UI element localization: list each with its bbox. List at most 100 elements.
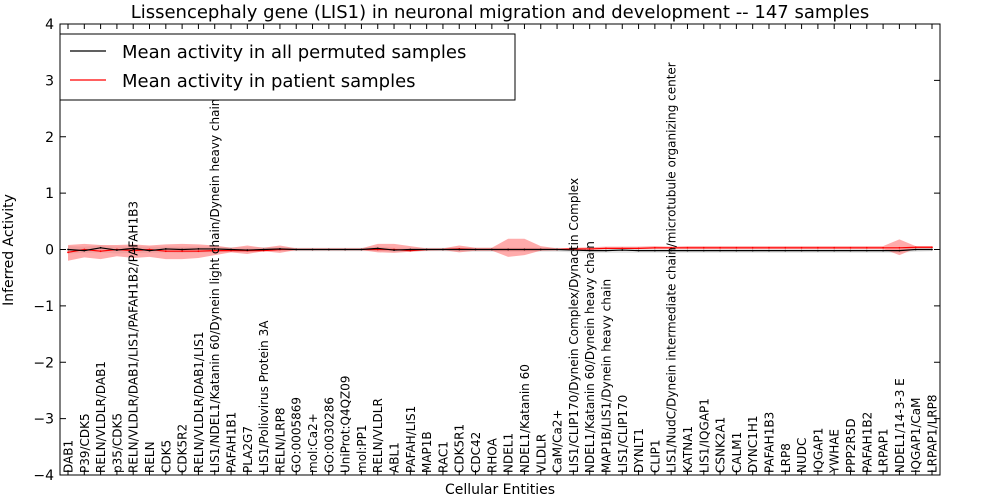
permuted-mean-point — [360, 248, 363, 251]
permuted-mean-point — [246, 249, 249, 251]
x-tick-label: MAP1B — [420, 431, 434, 473]
x-tick-label: RELN/VLDLR/DAB1 — [94, 361, 108, 473]
permuted-mean-point — [116, 249, 118, 251]
x-tick-label: GO:0030286 — [322, 397, 336, 473]
permuted-mean-point — [83, 249, 86, 252]
x-tick-label: RELN/LRP8 — [273, 407, 287, 473]
x-tick-label: P39/CDK5 — [78, 413, 92, 473]
permuted-mean-point — [230, 248, 232, 251]
patient-mean-point — [768, 246, 770, 249]
patient-mean-point — [213, 249, 216, 252]
x-tick-label: LRPAP1/LRP8 — [926, 394, 940, 473]
patient-mean-point — [751, 246, 754, 249]
patient-mean-point — [686, 246, 689, 249]
y-axis: −4 −3 −2 −1 0 1 2 3 4 — [33, 17, 940, 484]
x-tick-label: CALM1 — [730, 432, 744, 473]
patient-mean-point — [181, 250, 184, 253]
x-tick-label: CDK5R2 — [176, 424, 190, 473]
patient-mean-point — [605, 247, 607, 250]
patient-mean-point — [164, 250, 167, 253]
permuted-mean-point — [523, 248, 526, 251]
patient-mean-point — [197, 250, 200, 253]
x-tick-label: NDEL1/14-3-3 E — [893, 378, 907, 473]
permuted-mean-point — [442, 248, 444, 251]
permuted-mean-point — [572, 249, 575, 251]
permuted-mean-point — [898, 249, 901, 252]
patient-mean-point — [719, 246, 721, 249]
permuted-mean-point — [425, 248, 428, 251]
x-tick-label: mol:PP1 — [355, 424, 369, 473]
x-tick-label: ABL1 — [388, 442, 402, 473]
legend-label-patient: Mean activity in patient samples — [122, 71, 416, 92]
patient-mean-point — [833, 246, 836, 249]
permuted-mean-point — [882, 249, 884, 252]
x-tick-label: GO:0005869 — [290, 397, 304, 473]
permuted-mean-point — [816, 249, 819, 252]
x-tick-label: RELN/VLDLR/DAB1/LIS1 — [192, 332, 206, 473]
permuted-mean-point — [99, 246, 102, 249]
permuted-mean-point — [295, 248, 298, 251]
permuted-mean-point — [311, 248, 314, 251]
series-lines — [67, 246, 933, 254]
x-tick-label: RELN/VLDLR/DAB1/LIS1/PAFAH1B2/PAFAH1B3 — [127, 201, 141, 473]
y-tick-label: −4 — [33, 468, 54, 484]
permuted-mean-line — [67, 247, 932, 252]
permuted-mean-point — [393, 249, 395, 251]
x-tick-label: PLA2G7 — [241, 426, 255, 473]
x-tick-label: LRP8 — [779, 443, 793, 473]
x-tick-label: NDEL1/Katanin 60/Dynein heavy chain — [583, 241, 597, 473]
permuted-mean-point — [490, 248, 493, 251]
permuted-mean-point — [132, 247, 135, 250]
patient-mean-point — [800, 246, 803, 249]
patient-mean-point — [735, 246, 738, 249]
permuted-mean-point — [507, 248, 510, 251]
x-tick-label: p35/CDK5 — [110, 413, 124, 473]
x-tick-label: RAC1 — [436, 441, 450, 473]
x-tick-label: CaM/Ca2+ — [551, 409, 565, 473]
permuted-mean-point — [474, 248, 477, 251]
y-tick-label: 0 — [45, 243, 54, 259]
x-tick-label: LRPAP1 — [877, 428, 891, 473]
y-tick-label: 1 — [45, 186, 54, 202]
patient-mean-point — [914, 246, 917, 249]
legend-box — [59, 33, 516, 101]
x-tick-label: PAFAH/LIS1 — [404, 406, 418, 473]
patient-mean-point — [637, 247, 640, 250]
permuted-mean-point — [556, 248, 558, 251]
permuted-mean-point — [768, 249, 770, 252]
patient-mean-point — [865, 246, 868, 249]
permuted-mean-point — [914, 248, 917, 251]
patient-mean-point — [670, 246, 673, 249]
patient-mean-point — [702, 246, 705, 249]
x-tick-label: NDEL1 — [502, 433, 516, 473]
x-tick-label: PAFAH1B2 — [860, 412, 874, 473]
x-tick-label: UniProt:Q4QZ09 — [339, 375, 353, 473]
patient-mean-point — [784, 246, 787, 249]
x-tick-label: LIS1/NDEL1/Katanin 60/Dynein light chain… — [208, 99, 222, 473]
x-tick-label: RHOA — [485, 437, 499, 473]
permuted-mean-point — [931, 248, 933, 251]
permuted-mean-point — [686, 249, 689, 252]
y-tick-label: −3 — [33, 412, 54, 428]
permuted-mean-point — [833, 249, 836, 252]
patient-mean-point — [816, 246, 819, 249]
permuted-mean-point — [653, 249, 656, 252]
patient-mean-point — [67, 251, 69, 254]
permuted-mean-point — [164, 248, 167, 250]
patient-mean-point — [882, 246, 884, 249]
permuted-mean-point — [702, 249, 705, 252]
x-tick-label: YWHAE — [828, 429, 842, 474]
permuted-mean-point — [849, 249, 852, 252]
legend-label-permuted: Mean activity in all permuted samples — [122, 42, 466, 63]
x-tick-label: RELN/VLDLR — [371, 398, 385, 473]
permuted-mean-point — [213, 248, 216, 250]
y-axis-label: Inferred Activity — [1, 194, 17, 306]
permuted-mean-point — [344, 248, 347, 251]
patient-mean-point — [898, 246, 901, 249]
y-tick-label: −2 — [33, 355, 54, 371]
y-tick-label: −1 — [33, 299, 54, 315]
x-tick-label: NUDC — [795, 438, 809, 473]
x-tick-label: VLDLR — [534, 434, 548, 473]
y-tick-label: 4 — [45, 17, 54, 33]
